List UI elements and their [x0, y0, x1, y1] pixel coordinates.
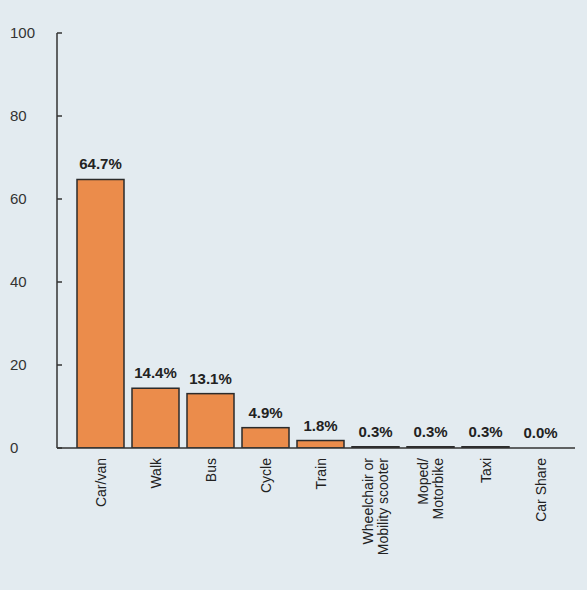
- x-tick-label: Car Share: [533, 458, 549, 522]
- y-tick-label: 100: [10, 24, 35, 41]
- y-tick-label: 80: [10, 107, 27, 124]
- x-tick-label: Moped/Motorbike: [415, 458, 446, 520]
- data-label: 1.8%: [303, 417, 337, 434]
- data-label: 0.3%: [358, 423, 392, 440]
- x-tick-label: Taxi: [478, 458, 494, 483]
- x-tick-label: Bus: [203, 458, 219, 482]
- data-label: 64.7%: [79, 155, 122, 172]
- x-axis-line: [57, 447, 575, 449]
- y-tick-label: 0: [10, 439, 18, 456]
- data-label: 0.3%: [468, 423, 502, 440]
- y-axis-line: [56, 33, 58, 448]
- bars: [77, 179, 509, 448]
- y-tick: [57, 32, 62, 34]
- y-tick-label: 60: [10, 190, 27, 207]
- bar: [132, 388, 179, 448]
- data-label: 13.1%: [189, 370, 232, 387]
- x-tick-label: Car/van: [93, 458, 109, 507]
- x-tick-label: Wheelchair orMobility scooter: [360, 458, 391, 556]
- bar: [187, 394, 234, 448]
- data-label: 0.3%: [413, 423, 447, 440]
- y-tick: [57, 281, 62, 283]
- data-label: 4.9%: [248, 404, 282, 421]
- bar: [77, 179, 124, 448]
- data-label: 0.0%: [523, 424, 557, 441]
- y-tick: [57, 198, 62, 200]
- chart-container: 0 20 40 60 80 100 64.7% 14.4% 13.1% 4.9% 1.8% 0.3% 0…: [0, 0, 587, 590]
- x-tick-label: Walk: [148, 457, 164, 489]
- y-tick: [57, 115, 62, 117]
- x-tick-label: Train: [313, 458, 329, 489]
- x-tick-label: Cycle: [258, 458, 274, 493]
- y-tick-label: 20: [10, 356, 27, 373]
- y-tick: [57, 364, 62, 366]
- bar: [297, 441, 344, 448]
- chart: 0 20 40 60 80 100 64.7% 14.4% 13.1% 4.9% 1.8% 0.3% 0…: [0, 0, 587, 590]
- y-tick-label: 40: [10, 273, 27, 290]
- data-label: 14.4%: [134, 364, 177, 381]
- bar: [242, 428, 289, 448]
